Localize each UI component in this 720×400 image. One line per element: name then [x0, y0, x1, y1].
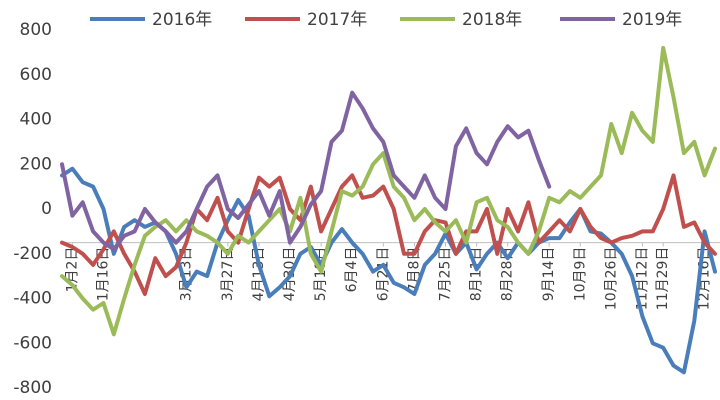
x-tick-label: 10月26日	[603, 247, 619, 311]
series-line	[60, 173, 717, 296]
x-tick-label: 3月13日	[178, 247, 194, 302]
legend-label: 2018年	[462, 10, 522, 30]
series-line	[60, 90, 552, 252]
series-line	[60, 45, 717, 337]
y-tick-label: -400	[13, 289, 52, 309]
x-tick-label: 11月29日	[655, 247, 671, 311]
y-tick-label: 200	[20, 154, 52, 174]
y-tick-label: -600	[13, 333, 52, 353]
legend-label: 2017年	[307, 10, 367, 30]
x-tick-label: 1月16日	[95, 247, 111, 302]
x-tick-label: 10月9日	[572, 247, 588, 302]
y-tick-label: 0	[41, 199, 52, 219]
x-tick-label: 3月27日	[220, 247, 236, 302]
y-tick-label: 600	[20, 65, 52, 85]
y-tick-label: -800	[13, 378, 52, 398]
y-tick-label: 800	[20, 20, 52, 40]
y-tick-label: 400	[20, 110, 52, 130]
x-tick-label: 4月13日	[251, 247, 267, 302]
legend-label: 2019年	[622, 10, 682, 30]
x-tick-label: 8月28日	[500, 247, 516, 302]
y-tick-label: -200	[13, 244, 52, 264]
x-tick-label: 9月14日	[541, 247, 557, 302]
legend-label: 2016年	[152, 10, 212, 30]
x-tick-label: 6月21日	[375, 247, 391, 302]
x-tick-label: 6月4日	[344, 247, 360, 293]
series-line	[60, 166, 717, 375]
x-tick-label: 7月25日	[438, 247, 454, 302]
